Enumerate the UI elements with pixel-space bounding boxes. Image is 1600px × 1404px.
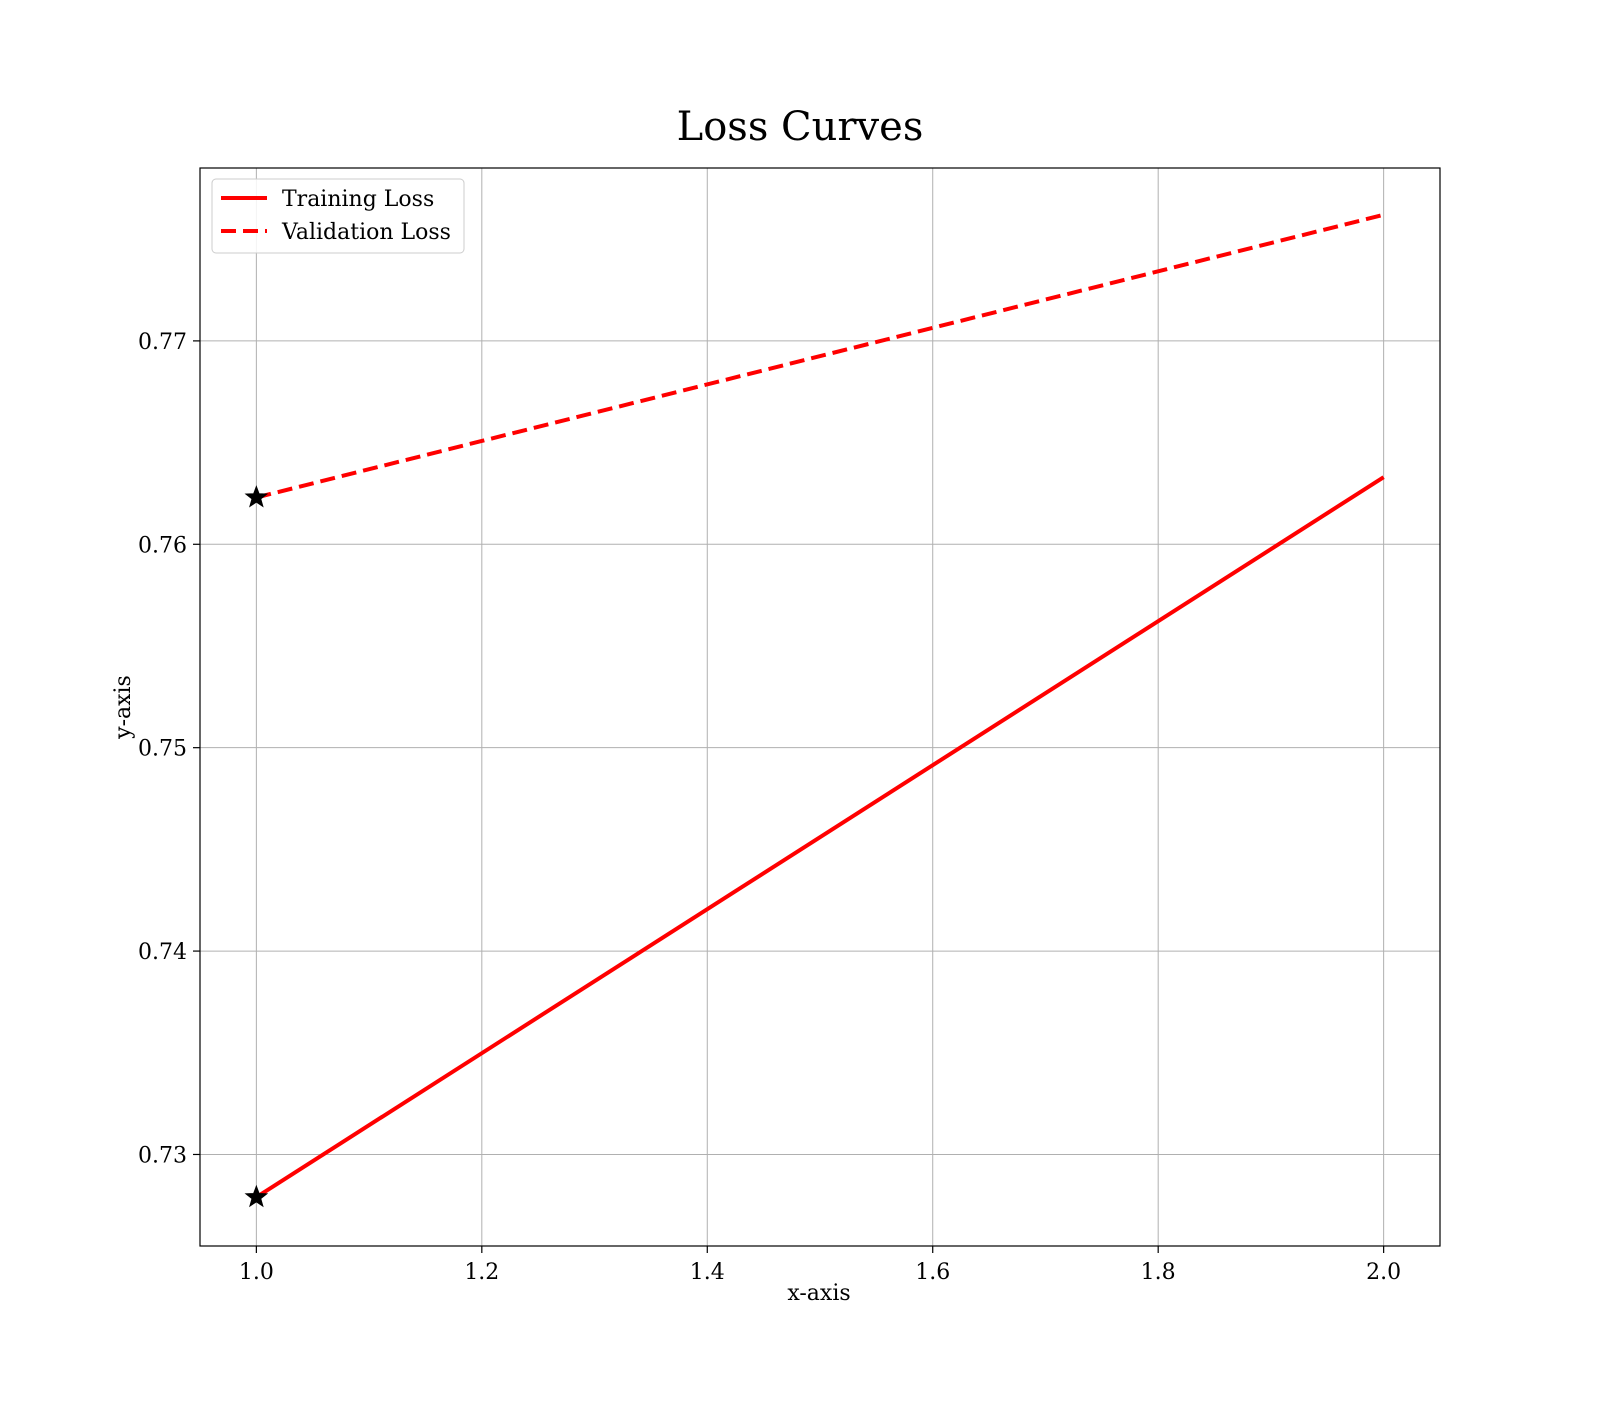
legend-label: Training Loss	[282, 187, 434, 212]
axes: 1.0 1.2 1.4 1.6 1.8 2.0 0.73 0.74 0.75 0.76 0.77	[138, 167, 1441, 1285]
min-marker-star	[244, 1184, 269, 1208]
y-tick-label: 0.76	[138, 533, 187, 558]
x-tick-label: 1.8	[1141, 1260, 1176, 1285]
y-tick-label: 0.77	[138, 330, 187, 355]
x-tick-label: 1.6	[915, 1260, 950, 1285]
series-lines	[255, 212, 1385, 1199]
min-markers	[244, 485, 269, 1208]
x-axis-label: x-axis	[787, 1281, 850, 1306]
plot-frame	[199, 167, 1441, 1247]
y-axis-label: y-axis	[111, 675, 136, 740]
y-tick-label: 0.73	[138, 1143, 187, 1168]
y-tick-label: 0.75	[138, 737, 187, 762]
x-tick-label: 1.4	[690, 1260, 725, 1285]
legend-label: Validation Loss	[281, 220, 451, 245]
legend-box	[211, 178, 465, 254]
grid	[200, 168, 1440, 1246]
series-line	[255, 475, 1385, 1199]
x-tick-label: 1.0	[239, 1260, 274, 1285]
series-line	[255, 212, 1385, 500]
x-tick-label: 1.2	[464, 1260, 499, 1285]
x-tick-label: 2.0	[1366, 1260, 1401, 1285]
legend: Training Loss Validation Loss	[211, 178, 465, 254]
chart-title: Loss Curves	[677, 104, 924, 150]
y-tick-label: 0.74	[138, 940, 187, 965]
min-marker-star	[244, 485, 269, 508]
